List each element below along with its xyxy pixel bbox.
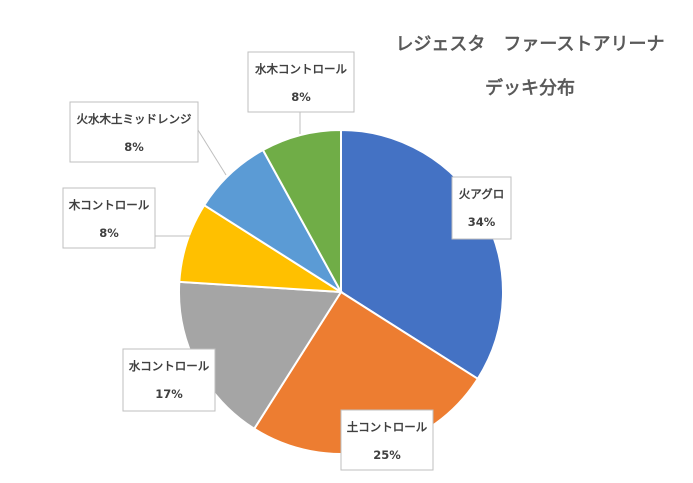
chart-title-line1: レジェスタ ファーストアリーナ [395,34,664,55]
data-label-box [69,101,199,163]
data-label-box [62,187,156,249]
data-label-category: 火水木土ミッドレンジ [77,112,192,126]
pie-slice [261,128,342,293]
data-label: 木コントロール 8% [62,187,156,249]
data-label-category: 水コントロール [129,359,210,373]
data-label-percent: 8% [99,226,119,240]
data-label-box [122,348,216,412]
data-label-box [247,51,355,113]
data-label-category: 土コントロール [347,420,428,434]
data-label-percent: 17% [155,387,183,401]
data-label-category: 火アグロ [459,187,504,201]
data-label-percent: 34% [468,215,496,229]
chart-title-line2: デッキ分布 [485,77,575,99]
data-label-percent: 8% [124,140,144,154]
data-label-category: 水木コントロール [255,62,347,76]
data-label-percent: 25% [373,448,401,462]
leader-line [197,129,227,176]
data-label-box [340,409,434,471]
leader-lines [155,112,301,237]
data-label: 水木コントロール 8% [247,51,355,113]
data-labels: 火アグロ34%土コントロール25%水コントロール17%木コントロール8%火水木土… [62,51,512,471]
data-label: 火アグロ 34% [451,176,512,240]
data-label-percent: 8% [291,90,311,104]
data-label-category: 木コントロール [68,198,150,212]
data-label: 土コントロール 25% [340,409,434,471]
data-label: 火水木土ミッドレンジ 8% [69,101,199,163]
data-label-box [451,176,512,240]
data-label: 水コントロール 17% [122,348,216,412]
